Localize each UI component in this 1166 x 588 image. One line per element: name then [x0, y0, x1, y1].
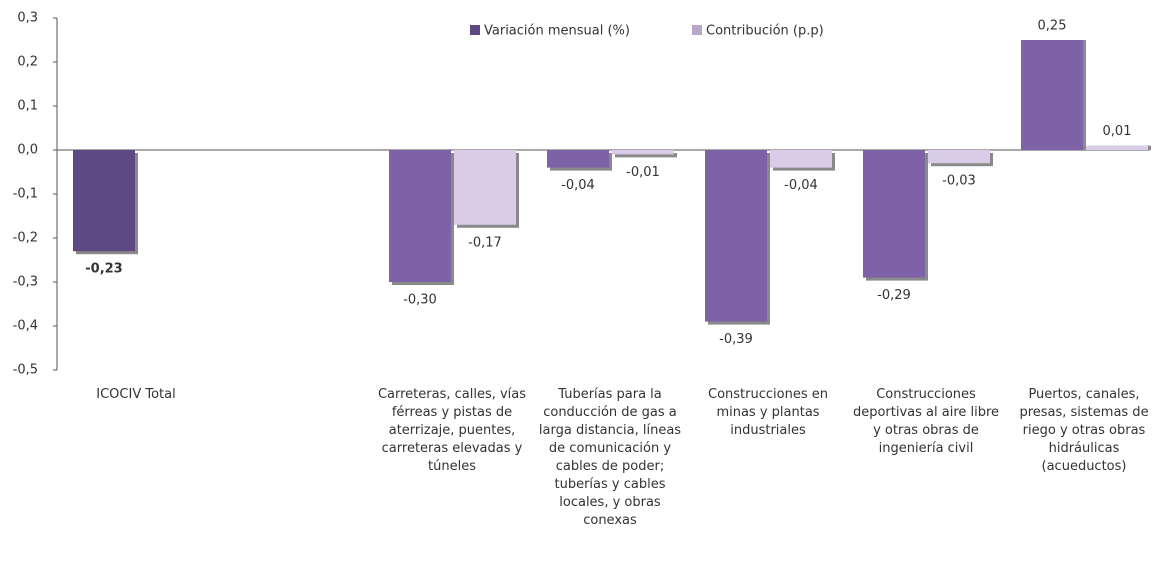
- y-tick-label: -0,5: [13, 363, 38, 378]
- x-tick-label: Puertos, canales, presas, sistemas de ri…: [1019, 387, 1149, 474]
- legend-swatch: [692, 25, 702, 35]
- bar: [389, 150, 451, 282]
- x-tick-label: Construcciones en minas y plantas indust…: [708, 387, 828, 438]
- bar: [863, 150, 925, 278]
- x-tick-label: Tuberías para la conducción de gas a lar…: [538, 387, 682, 528]
- bar-shadow: [615, 153, 677, 158]
- value-label: 0,25: [1038, 19, 1067, 34]
- value-label: -0,29: [877, 288, 911, 303]
- x-tick-label: Carreteras, calles, vías férreas y pista…: [377, 387, 527, 474]
- y-tick-label: -0,2: [13, 231, 38, 246]
- legend-label: Contribución (p.p): [706, 24, 824, 39]
- value-label: -0,04: [561, 178, 595, 193]
- y-tick-label: 0,3: [17, 11, 38, 26]
- bar: [612, 150, 674, 155]
- y-tick-label: -0,1: [13, 187, 38, 202]
- bar: [705, 150, 767, 322]
- value-label: -0,03: [942, 174, 976, 189]
- value-label: -0,30: [403, 293, 437, 308]
- bar: [454, 150, 516, 225]
- bar: [547, 150, 609, 168]
- x-tick-label: Construcciones deportivas al aire libre …: [852, 387, 1000, 456]
- y-tick-label: 0,2: [17, 55, 38, 70]
- y-tick-label: -0,3: [13, 275, 38, 290]
- bar: [928, 150, 990, 164]
- value-label: -0,23: [85, 262, 122, 277]
- y-tick-label: 0,1: [17, 99, 38, 114]
- bar: [770, 150, 832, 168]
- bar: [73, 150, 135, 252]
- value-label: -0,17: [468, 235, 502, 250]
- legend-swatch: [470, 25, 480, 35]
- y-tick-label: -0,4: [13, 319, 38, 334]
- value-label: 0,01: [1103, 124, 1132, 139]
- bar: [1086, 145, 1148, 150]
- value-label: -0,04: [784, 178, 818, 193]
- bar: [1021, 40, 1083, 150]
- x-tick-label: ICOCIV Total: [96, 387, 176, 402]
- legend-label: Variación mensual (%): [484, 24, 630, 39]
- value-label: -0,01: [626, 165, 660, 180]
- value-label: -0,39: [719, 332, 753, 347]
- y-tick-label: 0,0: [17, 143, 38, 158]
